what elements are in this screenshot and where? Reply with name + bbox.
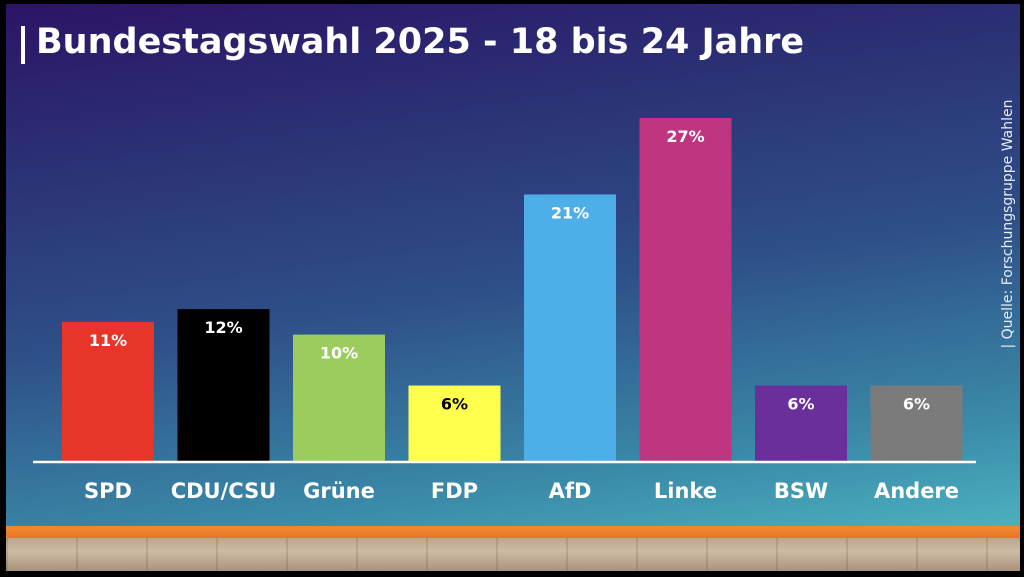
bar-spd <box>62 321 154 462</box>
stage-edge <box>6 526 1020 538</box>
value-label-cdu-csu: 12% <box>204 318 242 337</box>
bar-afd <box>524 194 616 462</box>
bar-gr-ne <box>293 334 385 462</box>
category-label-bsw: BSW <box>774 479 828 503</box>
bar-andere <box>870 385 963 462</box>
category-label-spd: SPD <box>84 479 132 503</box>
value-label-spd: 11% <box>89 331 127 350</box>
title-accent-bar <box>21 26 25 64</box>
bar-linke <box>639 118 732 462</box>
category-label-afd: AfD <box>549 479 592 503</box>
category-label-cdu-csu: CDU/CSU <box>171 479 277 503</box>
bars-group <box>62 118 963 462</box>
page-title: Bundestagswahl 2025 - 18 bis 24 Jahre <box>36 22 805 62</box>
category-label-fdp: FDP <box>431 479 478 503</box>
value-label-bsw: 6% <box>787 395 814 414</box>
category-label-gr-ne: Grüne <box>303 479 375 503</box>
value-label-gr-ne: 10% <box>320 344 358 363</box>
value-label-linke: 27% <box>666 127 704 146</box>
value-label-fdp: 6% <box>441 395 468 414</box>
source-note: | Quelle: Forschungsgruppe Wahlen <box>1000 99 1016 349</box>
bar-cdu-csu <box>177 309 270 462</box>
value-label-andere: 6% <box>903 395 930 414</box>
labels-group: 11% SPD 12% CDU/CSU 10% Grüne 6% FDP 21% AfD 27% Li… <box>84 127 959 503</box>
bar-fdp <box>408 385 501 462</box>
bar-chart: 11% SPD 12% CDU/CSU 10% Grüne 6% FDP 21% AfD 27% Li… <box>33 118 976 503</box>
bar-bsw <box>755 385 847 462</box>
category-label-linke: Linke <box>654 479 717 503</box>
value-label-afd: 21% <box>551 203 589 222</box>
category-label-andere: Andere <box>874 479 959 503</box>
chart-slide: Bundestagswahl 2025 - 18 bis 24 Jahre 11… <box>6 4 1020 571</box>
wooden-floor <box>6 538 1020 571</box>
